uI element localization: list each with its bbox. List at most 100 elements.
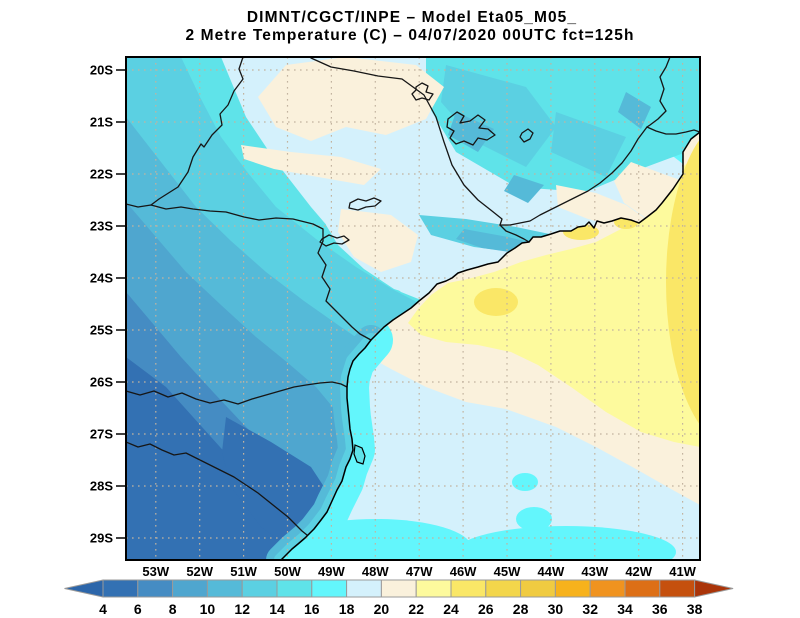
border-mg-sp-rio-grande: [310, 57, 503, 226]
map-title-line1: DIMNT/CGCT/INPE – Model Eta05_M05_: [247, 9, 577, 26]
lon-tick-label: 46W: [450, 564, 477, 579]
lat-tick-label: 27S: [90, 427, 113, 442]
cream-zone-central-sp: [338, 209, 418, 272]
colorbar-tick-label: 38: [687, 601, 703, 617]
colorbar-tick-label: 12: [234, 601, 250, 617]
reservoir-barra-bonita: [348, 197, 382, 211]
ocean-cyan-blob-3: [516, 507, 552, 531]
colorbar-tick-label: 8: [169, 601, 177, 617]
colorbar-tick-label: 24: [443, 601, 459, 617]
colorbar-tick-label: 10: [200, 601, 216, 617]
lon-tick-label: 53W: [142, 564, 169, 579]
colorbar-tick-label: 22: [408, 601, 424, 617]
colorbar-tick-label: 30: [548, 601, 564, 617]
reservoir-small-sp: [411, 82, 434, 101]
lon-tick-label: 51W: [230, 564, 257, 579]
cream-band-diagonal: [241, 145, 381, 185]
colorbar-tick-label: 18: [339, 601, 355, 617]
lat-tick-label: 21S: [90, 115, 113, 130]
colorbar-segment: [206, 579, 243, 598]
dark-teal-spot-mg-1: [448, 112, 494, 152]
colorbar-segment: [589, 579, 626, 598]
reservoir-furnas: [446, 111, 496, 146]
map-title-line2: 2 Metre Temperature (C) – 04/07/2020 00U…: [185, 27, 634, 44]
reservoir-outlines: [319, 82, 534, 247]
lat-tick-label: 23S: [90, 219, 113, 234]
colorbar-segment: [346, 579, 382, 598]
colorbar-tick-label: 34: [617, 601, 633, 617]
coastline: [280, 131, 700, 560]
lat-tick-label: 20S: [90, 63, 113, 78]
lon-tick-label: 52W: [186, 564, 213, 579]
colorbar-segment: [554, 579, 591, 598]
lon-tick-label: 47W: [406, 564, 433, 579]
ocean-pale-zone-south: [281, 352, 700, 560]
border-sc-rs: [126, 441, 308, 536]
colorbar-tick-label: 26: [478, 601, 494, 617]
colorbar-arrow-right: [694, 579, 734, 598]
colorbar-segment: [241, 579, 278, 598]
border-sp-pr-east: [317, 240, 372, 341]
ocean-cyan-blob-1: [281, 519, 471, 560]
colorbar-segment: [380, 579, 417, 598]
colorbar-segment: [415, 579, 452, 598]
border-es-rj: [646, 126, 700, 135]
map-panel: [126, 57, 700, 560]
colorbar-tick-label: 28: [513, 601, 529, 617]
dark-teal-spot-border: [618, 92, 651, 129]
ocean-gold-blob-ne: [666, 132, 700, 447]
lat-tick-label: 29S: [90, 531, 113, 546]
border-mg-rj: [499, 126, 648, 226]
colorbar-segment: [659, 579, 696, 598]
border-sp-pr-paranapanema: [126, 203, 324, 242]
colorbar-segment: [102, 579, 139, 598]
lon-tick-label: 49W: [318, 564, 345, 579]
colorbar-segment: [276, 579, 313, 598]
state-borders: [126, 57, 700, 536]
lon-tick-label: 48W: [362, 564, 389, 579]
lat-tick-label: 26S: [90, 375, 113, 390]
border-sp-rj: [499, 224, 530, 243]
colorbar: 4 6 8 10 12 14 16 18 20 22 24 26 28 30 32 34 36 38: [64, 579, 734, 617]
colorbar-segment: [485, 579, 522, 598]
border-parana-river: [150, 57, 244, 206]
colorbar-segment: [624, 579, 661, 598]
lat-tick-label: 22S: [90, 167, 113, 182]
ocean-cyan-blob-2: [456, 526, 676, 560]
colorbar-tick-label: 6: [134, 601, 142, 617]
colorbar-segment: [137, 579, 174, 598]
lon-tick-label: 43W: [581, 564, 608, 579]
colorbar-tick-label: 20: [374, 601, 390, 617]
ocean-gold-blob-santos: [474, 288, 518, 316]
lon-axis-labels: 53W 52W 51W 50W 49W 48W 47W 46W 45W 44W 43W 42W 41W: [142, 564, 696, 579]
reservoir-small-mg: [519, 128, 534, 143]
lat-axis-labels: 20S 21S 22S 23S 24S 25S 26S 27S 28S 29S: [90, 63, 125, 546]
colorbar-segment: [311, 579, 348, 598]
border-pr-sc: [126, 381, 348, 405]
teal-patch-mg-2: [551, 112, 626, 177]
map-frame: [125, 56, 701, 561]
lon-tick-label: 41W: [669, 564, 696, 579]
teal-patch-mg-1: [441, 65, 556, 167]
lat-tick-label: 24S: [90, 271, 113, 286]
border-mg-es: [646, 57, 671, 128]
lon-tick-label: 50W: [274, 564, 301, 579]
colorbar-arrow-left: [64, 579, 104, 598]
florianopolis-island: [353, 444, 366, 465]
ocean-cyan-spot: [512, 473, 538, 491]
colorbar-segment: [450, 579, 487, 598]
lon-tick-label: 45W: [494, 564, 521, 579]
lat-tick-label: 25S: [90, 323, 113, 338]
colorbar-tick-label: 32: [582, 601, 598, 617]
dark-teal-spot-mg-2: [504, 175, 544, 203]
lat-tick-label: 28S: [90, 479, 113, 494]
lon-tick-label: 44W: [538, 564, 565, 579]
colorbar-segment: [172, 579, 208, 598]
colorbar-tick-label: 14: [269, 601, 285, 617]
colorbar-tick-label: 36: [652, 601, 668, 617]
colorbar-tick-label: 16: [304, 601, 320, 617]
colorbar-tick-label: 4: [99, 601, 107, 617]
lon-tick-label: 42W: [625, 564, 652, 579]
